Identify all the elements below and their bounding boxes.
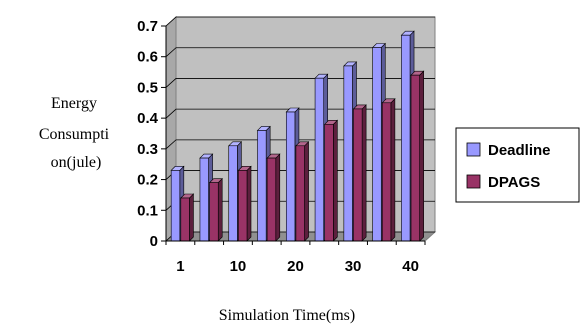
bar-front (324, 123, 334, 242)
bar-front (401, 34, 411, 242)
bar-dpags-30 (352, 104, 367, 242)
bar-side (217, 177, 223, 242)
bar-dpags-20 (295, 141, 310, 242)
y-tick-label: 0.7 (137, 18, 158, 35)
bar-front (209, 182, 219, 242)
x-tick-label: 30 (345, 258, 362, 275)
legend-label-dpags: DPAGS (488, 174, 540, 191)
bar-dpags-10 (237, 165, 252, 242)
bar-front (199, 157, 209, 242)
bar-front (266, 157, 277, 242)
legend-box (455, 127, 580, 203)
bar-front (410, 74, 420, 242)
bar-front (372, 47, 382, 242)
bar-dpags-40 (410, 70, 425, 242)
bar-side (246, 165, 252, 242)
gridline (165, 16, 435, 27)
y-axis-title-line: Energy (51, 95, 97, 112)
x-tick-label: 40 (402, 258, 419, 275)
x-tick-labels: 1 10 20 30 40 (176, 258, 419, 275)
y-tick-label: 0.3 (137, 141, 158, 158)
bar-front (170, 170, 181, 242)
bar-side (361, 104, 367, 242)
y-tick-label: 0.4 (137, 110, 159, 127)
bar-front (295, 145, 305, 242)
bar-front (228, 145, 238, 242)
y-axis-title: Energy Consumpti on(jule) (39, 95, 113, 171)
y-axis-title-line: Consumpti (39, 126, 110, 143)
y-tick-label: 0.1 (137, 202, 158, 219)
bar-dpags-1 (180, 193, 195, 242)
legend-swatch-dpags (466, 174, 481, 189)
bar-side (390, 98, 396, 242)
bar-side (419, 70, 424, 242)
bar-dpags-25 (323, 119, 339, 242)
axes (161, 25, 426, 245)
y-axis-title-line: on(jule) (51, 154, 102, 171)
bar-dpags-5 (208, 177, 223, 242)
bar-dpags-15 (266, 153, 281, 242)
x-axis-title: Simulation Time(ms) (219, 307, 355, 324)
x-tick-label: 10 (230, 258, 247, 275)
bar-front (180, 197, 190, 242)
bar-front (238, 170, 248, 242)
bar-front (314, 77, 325, 242)
bar-front (381, 102, 392, 242)
x-tick-label: 1 (176, 258, 184, 275)
legend-label-deadline: Deadline (488, 142, 551, 159)
y-tick-labels: 0 0.1 0.2 0.3 0.4 0.5 0.6 0.7 (137, 18, 159, 250)
bar-side (333, 119, 338, 242)
y-tick-label: 0.6 (137, 49, 158, 66)
gridline (165, 47, 435, 58)
bar-front (257, 130, 267, 242)
bar-side (304, 141, 309, 242)
y-tick-label: 0 (150, 233, 158, 250)
bar-front (343, 65, 353, 242)
y-tick-label: 0.2 (137, 172, 158, 189)
y-tick-label: 0.5 (137, 79, 158, 96)
bar-side (275, 153, 281, 242)
legend-swatch-deadline (466, 142, 481, 157)
x-tick-label: 20 (287, 258, 304, 275)
bar-front (285, 111, 296, 242)
bar-front (353, 108, 363, 242)
bar-side (189, 193, 194, 242)
legend: Deadline DPAGS (455, 127, 580, 203)
bar-dpags-35 (381, 98, 396, 242)
bars (170, 30, 425, 242)
